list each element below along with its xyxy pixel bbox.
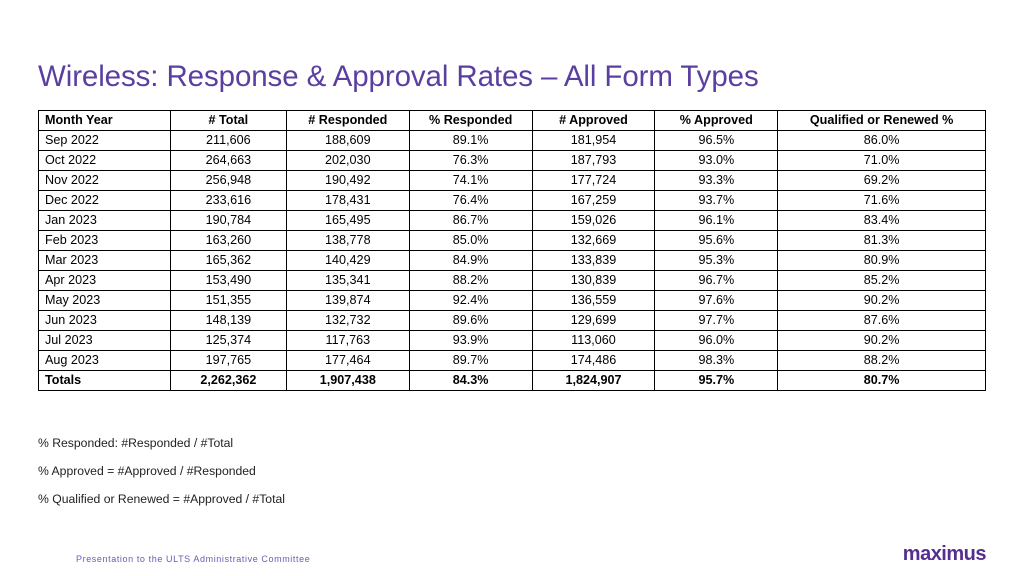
footnote-line: % Qualified or Renewed = #Approved / #To… [38,492,285,506]
footnotes: % Responded: #Responded / #Total % Appro… [38,436,285,520]
col-header: % Approved [655,111,778,131]
table-row: Mar 2023165,362140,42984.9%133,83995.3%8… [39,251,986,271]
col-header: # Responded [286,111,409,131]
table-row: Apr 2023153,490135,34188.2%130,83996.7%8… [39,271,986,291]
table-row: Nov 2022256,948190,49274.1%177,72493.3%6… [39,171,986,191]
footer-caption: Presentation to the ULTS Administrative … [76,554,310,564]
table-row: Jun 2023148,139132,73289.6%129,69997.7%8… [39,311,986,331]
table-row: May 2023151,355139,87492.4%136,55997.6%9… [39,291,986,311]
footnote-line: % Responded: #Responded / #Total [38,436,285,450]
footnote-line: % Approved = #Approved / #Responded [38,464,285,478]
table-header-row: Month Year # Total # Responded % Respond… [39,111,986,131]
col-header: Month Year [39,111,171,131]
rates-table: Month Year # Total # Responded % Respond… [38,110,986,391]
table-row: Oct 2022264,663202,03076.3%187,79393.0%7… [39,151,986,171]
slide: Wireless: Response & Approval Rates – Al… [0,0,1024,576]
col-header: Qualified or Renewed % [778,111,986,131]
table-row: Aug 2023197,765177,46489.7%174,48698.3%8… [39,351,986,371]
brand-logo-text: maximus [903,543,986,566]
table-body: Sep 2022211,606188,60989.1%181,95496.5%8… [39,131,986,391]
col-header: # Total [170,111,286,131]
table-row: Sep 2022211,606188,60989.1%181,95496.5%8… [39,131,986,151]
col-header: % Responded [409,111,532,131]
table-row: Dec 2022233,616178,43176.4%167,25993.7%7… [39,191,986,211]
table-row: Jan 2023190,784165,49586.7%159,02696.1%8… [39,211,986,231]
page-title: Wireless: Response & Approval Rates – Al… [38,60,759,94]
table-row: Jul 2023125,374117,76393.9%113,06096.0%9… [39,331,986,351]
table-row: Feb 2023163,260138,77885.0%132,66995.6%8… [39,231,986,251]
rates-table-wrap: Month Year # Total # Responded % Respond… [38,110,986,391]
table-totals-row: Totals2,262,3621,907,43884.3%1,824,90795… [39,371,986,391]
col-header: # Approved [532,111,655,131]
